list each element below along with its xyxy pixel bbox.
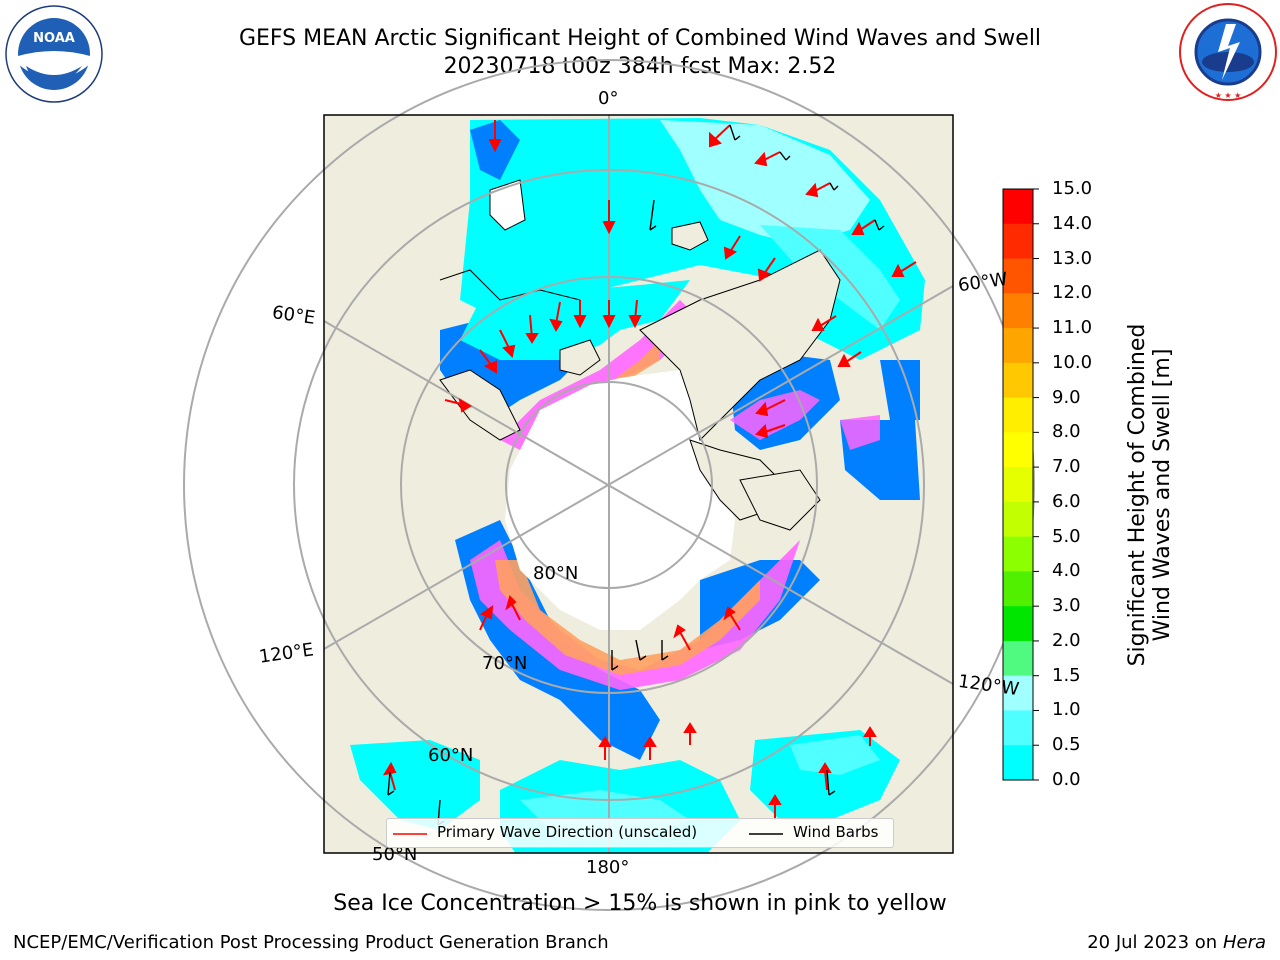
colorbar-segment xyxy=(1003,223,1033,260)
colorbar-title-line1: Significant Height of Combined xyxy=(1125,323,1150,667)
chart-subtitle: 20230718 t00z 384h fcst Max: 2.52 xyxy=(443,54,837,79)
ocean-atlantic-light xyxy=(660,120,870,245)
colorbar-segment xyxy=(1003,467,1033,503)
colorbar-segment xyxy=(1003,189,1033,225)
colorbar-tick-label: 3.0 xyxy=(1052,595,1081,617)
colorbar-segment xyxy=(1003,362,1033,399)
footer-date: 20 Jul 2023 on Hera xyxy=(1087,932,1266,953)
ocean-okhotsk xyxy=(350,740,480,830)
colorbar-tick-label: 1.0 xyxy=(1052,699,1081,721)
noaa-logo-text: NOAA xyxy=(33,31,75,46)
nws-logo: ★ ★ ★ xyxy=(1178,2,1278,102)
legend-primary-wave: Primary Wave Direction (unscaled) xyxy=(437,823,698,841)
colorbar-tick-label: 6.0 xyxy=(1052,490,1081,512)
caption: Sea Ice Concentration > 15% is shown in … xyxy=(333,891,947,916)
iceland xyxy=(671,221,709,251)
lat-label-70n: 70°N xyxy=(482,653,528,674)
colorbar-tick-label: 0.5 xyxy=(1052,734,1081,756)
colorbar-tick-label: 15.0 xyxy=(1052,178,1093,199)
chart-title: GEFS MEAN Arctic Significant Height of C… xyxy=(238,26,1042,51)
colorbar-title-line2: Wind Waves and Swell [m] xyxy=(1150,348,1175,642)
colorbar-title: Significant Height of Combined Wind Wave… xyxy=(1125,315,1175,675)
colorbar-segment xyxy=(1003,501,1033,538)
map-legend: Primary Wave Direction (unscaled) Wind B… xyxy=(386,818,894,848)
colorbar-segment xyxy=(1003,536,1033,572)
colorbar-segment xyxy=(1003,293,1033,329)
map-frame xyxy=(323,114,954,854)
colorbar-tick-label: 8.0 xyxy=(1052,421,1081,443)
colorbar-segment xyxy=(1003,328,1033,364)
colorbar xyxy=(1002,188,1039,781)
legend-wind-barbs: Wind Barbs xyxy=(793,823,879,841)
colorbar-tick-label: 1.5 xyxy=(1052,664,1081,686)
colorbar-tick-label: 9.0 xyxy=(1052,386,1081,408)
colorbar-tick-label: 10.0 xyxy=(1052,351,1093,373)
colorbar-segment xyxy=(1003,571,1033,607)
colorbar-border xyxy=(1002,188,1034,781)
footer-host: Hera xyxy=(1222,932,1266,953)
colorbar-segment xyxy=(1003,397,1033,433)
colorbar-segment xyxy=(1003,640,1033,677)
colorbar-tick-label: 5.0 xyxy=(1052,525,1081,547)
lon-label-180: 180° xyxy=(586,857,630,878)
footer-credit: NCEP/EMC/Verification Post Processing Pr… xyxy=(13,932,609,953)
colorbar-tick-label: 14.0 xyxy=(1052,212,1093,234)
ice-edge-pink-south xyxy=(470,540,800,690)
colorbar-tick-label: 12.0 xyxy=(1052,282,1093,304)
graticule xyxy=(183,59,1035,911)
colorbar-segment xyxy=(1003,710,1033,746)
central-ice xyxy=(505,370,735,630)
lat-label-80n: 80°N xyxy=(533,563,579,584)
colorbar-tick-label: 4.0 xyxy=(1052,560,1081,582)
colorbar-tick-label: 11.0 xyxy=(1052,317,1093,339)
svg-text:★ ★ ★: ★ ★ ★ xyxy=(1215,91,1242,100)
colorbar-segment xyxy=(1003,258,1033,294)
lat-label-50n: 50°N xyxy=(372,844,418,865)
colorbar-segment xyxy=(1003,745,1033,781)
colorbar-segment xyxy=(1003,432,1033,468)
wave-direction-arrows xyxy=(382,120,917,820)
colorbar-segment xyxy=(1003,675,1033,711)
colorbar-segment xyxy=(1003,606,1033,642)
colorbar-tick-label: 7.0 xyxy=(1052,456,1081,478)
noaa-logo: NOAA xyxy=(4,4,104,104)
lon-label-0: 0° xyxy=(598,88,619,109)
lat-label-60n: 60°N xyxy=(428,745,474,766)
footer-date-text: 20 Jul 2023 on xyxy=(1087,932,1223,953)
colorbar-tick-label: 0.0 xyxy=(1052,769,1081,790)
colorbar-tick-label: 13.0 xyxy=(1052,247,1093,269)
colorbar-tick-label: 2.0 xyxy=(1052,629,1081,651)
